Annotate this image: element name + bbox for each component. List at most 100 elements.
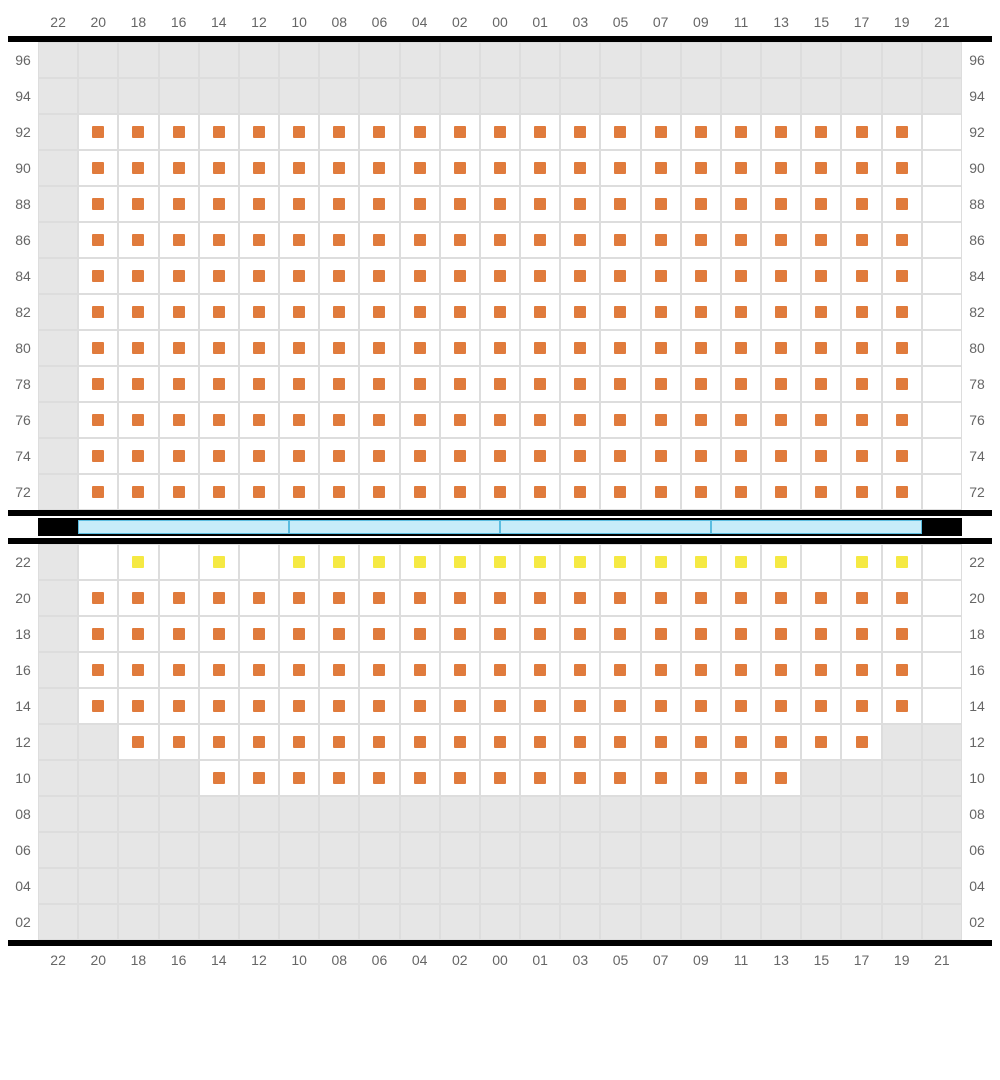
seat-marker[interactable] bbox=[414, 342, 426, 354]
seat-cell[interactable] bbox=[199, 330, 239, 366]
seat-cell[interactable] bbox=[801, 330, 841, 366]
seat-cell[interactable] bbox=[400, 366, 440, 402]
seat-cell[interactable] bbox=[159, 438, 199, 474]
seat-cell[interactable] bbox=[600, 724, 640, 760]
seat-marker[interactable] bbox=[253, 234, 265, 246]
seat-cell[interactable] bbox=[440, 616, 480, 652]
seat-cell[interactable] bbox=[359, 580, 399, 616]
seat-marker[interactable] bbox=[815, 234, 827, 246]
seat-marker[interactable] bbox=[253, 342, 265, 354]
seat-marker[interactable] bbox=[333, 162, 345, 174]
seat-cell[interactable] bbox=[841, 474, 881, 510]
seat-cell[interactable] bbox=[520, 402, 560, 438]
seat-marker[interactable] bbox=[414, 592, 426, 604]
seat-cell[interactable] bbox=[721, 294, 761, 330]
seat-cell[interactable] bbox=[641, 366, 681, 402]
seat-marker[interactable] bbox=[454, 700, 466, 712]
seat-cell[interactable] bbox=[159, 330, 199, 366]
seat-marker[interactable] bbox=[253, 772, 265, 784]
seat-cell[interactable] bbox=[480, 114, 520, 150]
seat-cell[interactable] bbox=[279, 222, 319, 258]
seat-marker[interactable] bbox=[735, 486, 747, 498]
seat-cell[interactable] bbox=[159, 724, 199, 760]
seat-marker[interactable] bbox=[695, 450, 707, 462]
seat-marker[interactable] bbox=[775, 342, 787, 354]
seat-marker[interactable] bbox=[896, 486, 908, 498]
seat-cell[interactable] bbox=[520, 186, 560, 222]
seat-cell[interactable] bbox=[882, 402, 922, 438]
seat-cell[interactable] bbox=[239, 760, 279, 796]
seat-marker[interactable] bbox=[494, 234, 506, 246]
seat-cell[interactable] bbox=[400, 616, 440, 652]
seat-cell[interactable] bbox=[319, 186, 359, 222]
seat-marker[interactable] bbox=[735, 736, 747, 748]
seat-marker[interactable] bbox=[614, 592, 626, 604]
seat-cell[interactable] bbox=[882, 150, 922, 186]
seat-cell[interactable] bbox=[841, 294, 881, 330]
seat-cell[interactable] bbox=[641, 688, 681, 724]
seat-marker[interactable] bbox=[896, 270, 908, 282]
seat-cell[interactable] bbox=[681, 544, 721, 580]
seat-cell[interactable] bbox=[600, 330, 640, 366]
seat-marker[interactable] bbox=[494, 736, 506, 748]
seat-cell[interactable] bbox=[359, 652, 399, 688]
seat-cell[interactable] bbox=[560, 760, 600, 796]
seat-marker[interactable] bbox=[614, 342, 626, 354]
seat-cell[interactable] bbox=[882, 366, 922, 402]
seat-cell[interactable] bbox=[239, 258, 279, 294]
seat-marker[interactable] bbox=[896, 234, 908, 246]
seat-cell[interactable] bbox=[721, 724, 761, 760]
seat-cell[interactable] bbox=[721, 760, 761, 796]
seat-marker[interactable] bbox=[655, 450, 667, 462]
seat-cell[interactable] bbox=[480, 222, 520, 258]
seat-marker[interactable] bbox=[534, 486, 546, 498]
seat-cell[interactable] bbox=[841, 114, 881, 150]
seat-marker[interactable] bbox=[896, 378, 908, 390]
seat-marker[interactable] bbox=[253, 162, 265, 174]
seat-cell[interactable] bbox=[801, 724, 841, 760]
seat-cell[interactable] bbox=[560, 402, 600, 438]
seat-marker[interactable] bbox=[815, 126, 827, 138]
seat-marker[interactable] bbox=[655, 414, 667, 426]
seat-cell[interactable] bbox=[319, 544, 359, 580]
seat-marker[interactable] bbox=[213, 450, 225, 462]
seat-marker[interactable] bbox=[213, 664, 225, 676]
seat-cell[interactable] bbox=[400, 330, 440, 366]
seat-marker[interactable] bbox=[293, 198, 305, 210]
seat-marker[interactable] bbox=[614, 126, 626, 138]
seat-marker[interactable] bbox=[373, 450, 385, 462]
seat-cell[interactable] bbox=[199, 474, 239, 510]
seat-cell[interactable] bbox=[400, 760, 440, 796]
seat-cell[interactable] bbox=[400, 222, 440, 258]
seat-cell[interactable] bbox=[118, 366, 158, 402]
seat-marker[interactable] bbox=[815, 486, 827, 498]
seat-cell[interactable] bbox=[560, 114, 600, 150]
seat-cell[interactable] bbox=[118, 258, 158, 294]
seat-marker[interactable] bbox=[494, 628, 506, 640]
seat-cell[interactable] bbox=[440, 580, 480, 616]
seat-marker[interactable] bbox=[896, 450, 908, 462]
seat-cell[interactable] bbox=[882, 438, 922, 474]
seat-marker[interactable] bbox=[735, 162, 747, 174]
seat-marker[interactable] bbox=[655, 772, 667, 784]
seat-cell[interactable] bbox=[78, 114, 118, 150]
seat-marker[interactable] bbox=[574, 306, 586, 318]
seat-cell[interactable] bbox=[721, 150, 761, 186]
seat-marker[interactable] bbox=[494, 306, 506, 318]
seat-marker[interactable] bbox=[896, 198, 908, 210]
seat-cell[interactable] bbox=[641, 330, 681, 366]
seat-marker[interactable] bbox=[815, 342, 827, 354]
seat-cell[interactable] bbox=[761, 616, 801, 652]
seat-cell[interactable] bbox=[721, 544, 761, 580]
seat-cell[interactable] bbox=[159, 222, 199, 258]
seat-marker[interactable] bbox=[614, 270, 626, 282]
seat-marker[interactable] bbox=[735, 700, 747, 712]
seat-cell[interactable] bbox=[520, 760, 560, 796]
seat-cell[interactable] bbox=[118, 724, 158, 760]
seat-cell[interactable] bbox=[359, 438, 399, 474]
seat-marker[interactable] bbox=[414, 664, 426, 676]
seat-cell[interactable] bbox=[159, 580, 199, 616]
seat-cell[interactable] bbox=[359, 724, 399, 760]
seat-marker[interactable] bbox=[655, 378, 667, 390]
seat-marker[interactable] bbox=[735, 198, 747, 210]
